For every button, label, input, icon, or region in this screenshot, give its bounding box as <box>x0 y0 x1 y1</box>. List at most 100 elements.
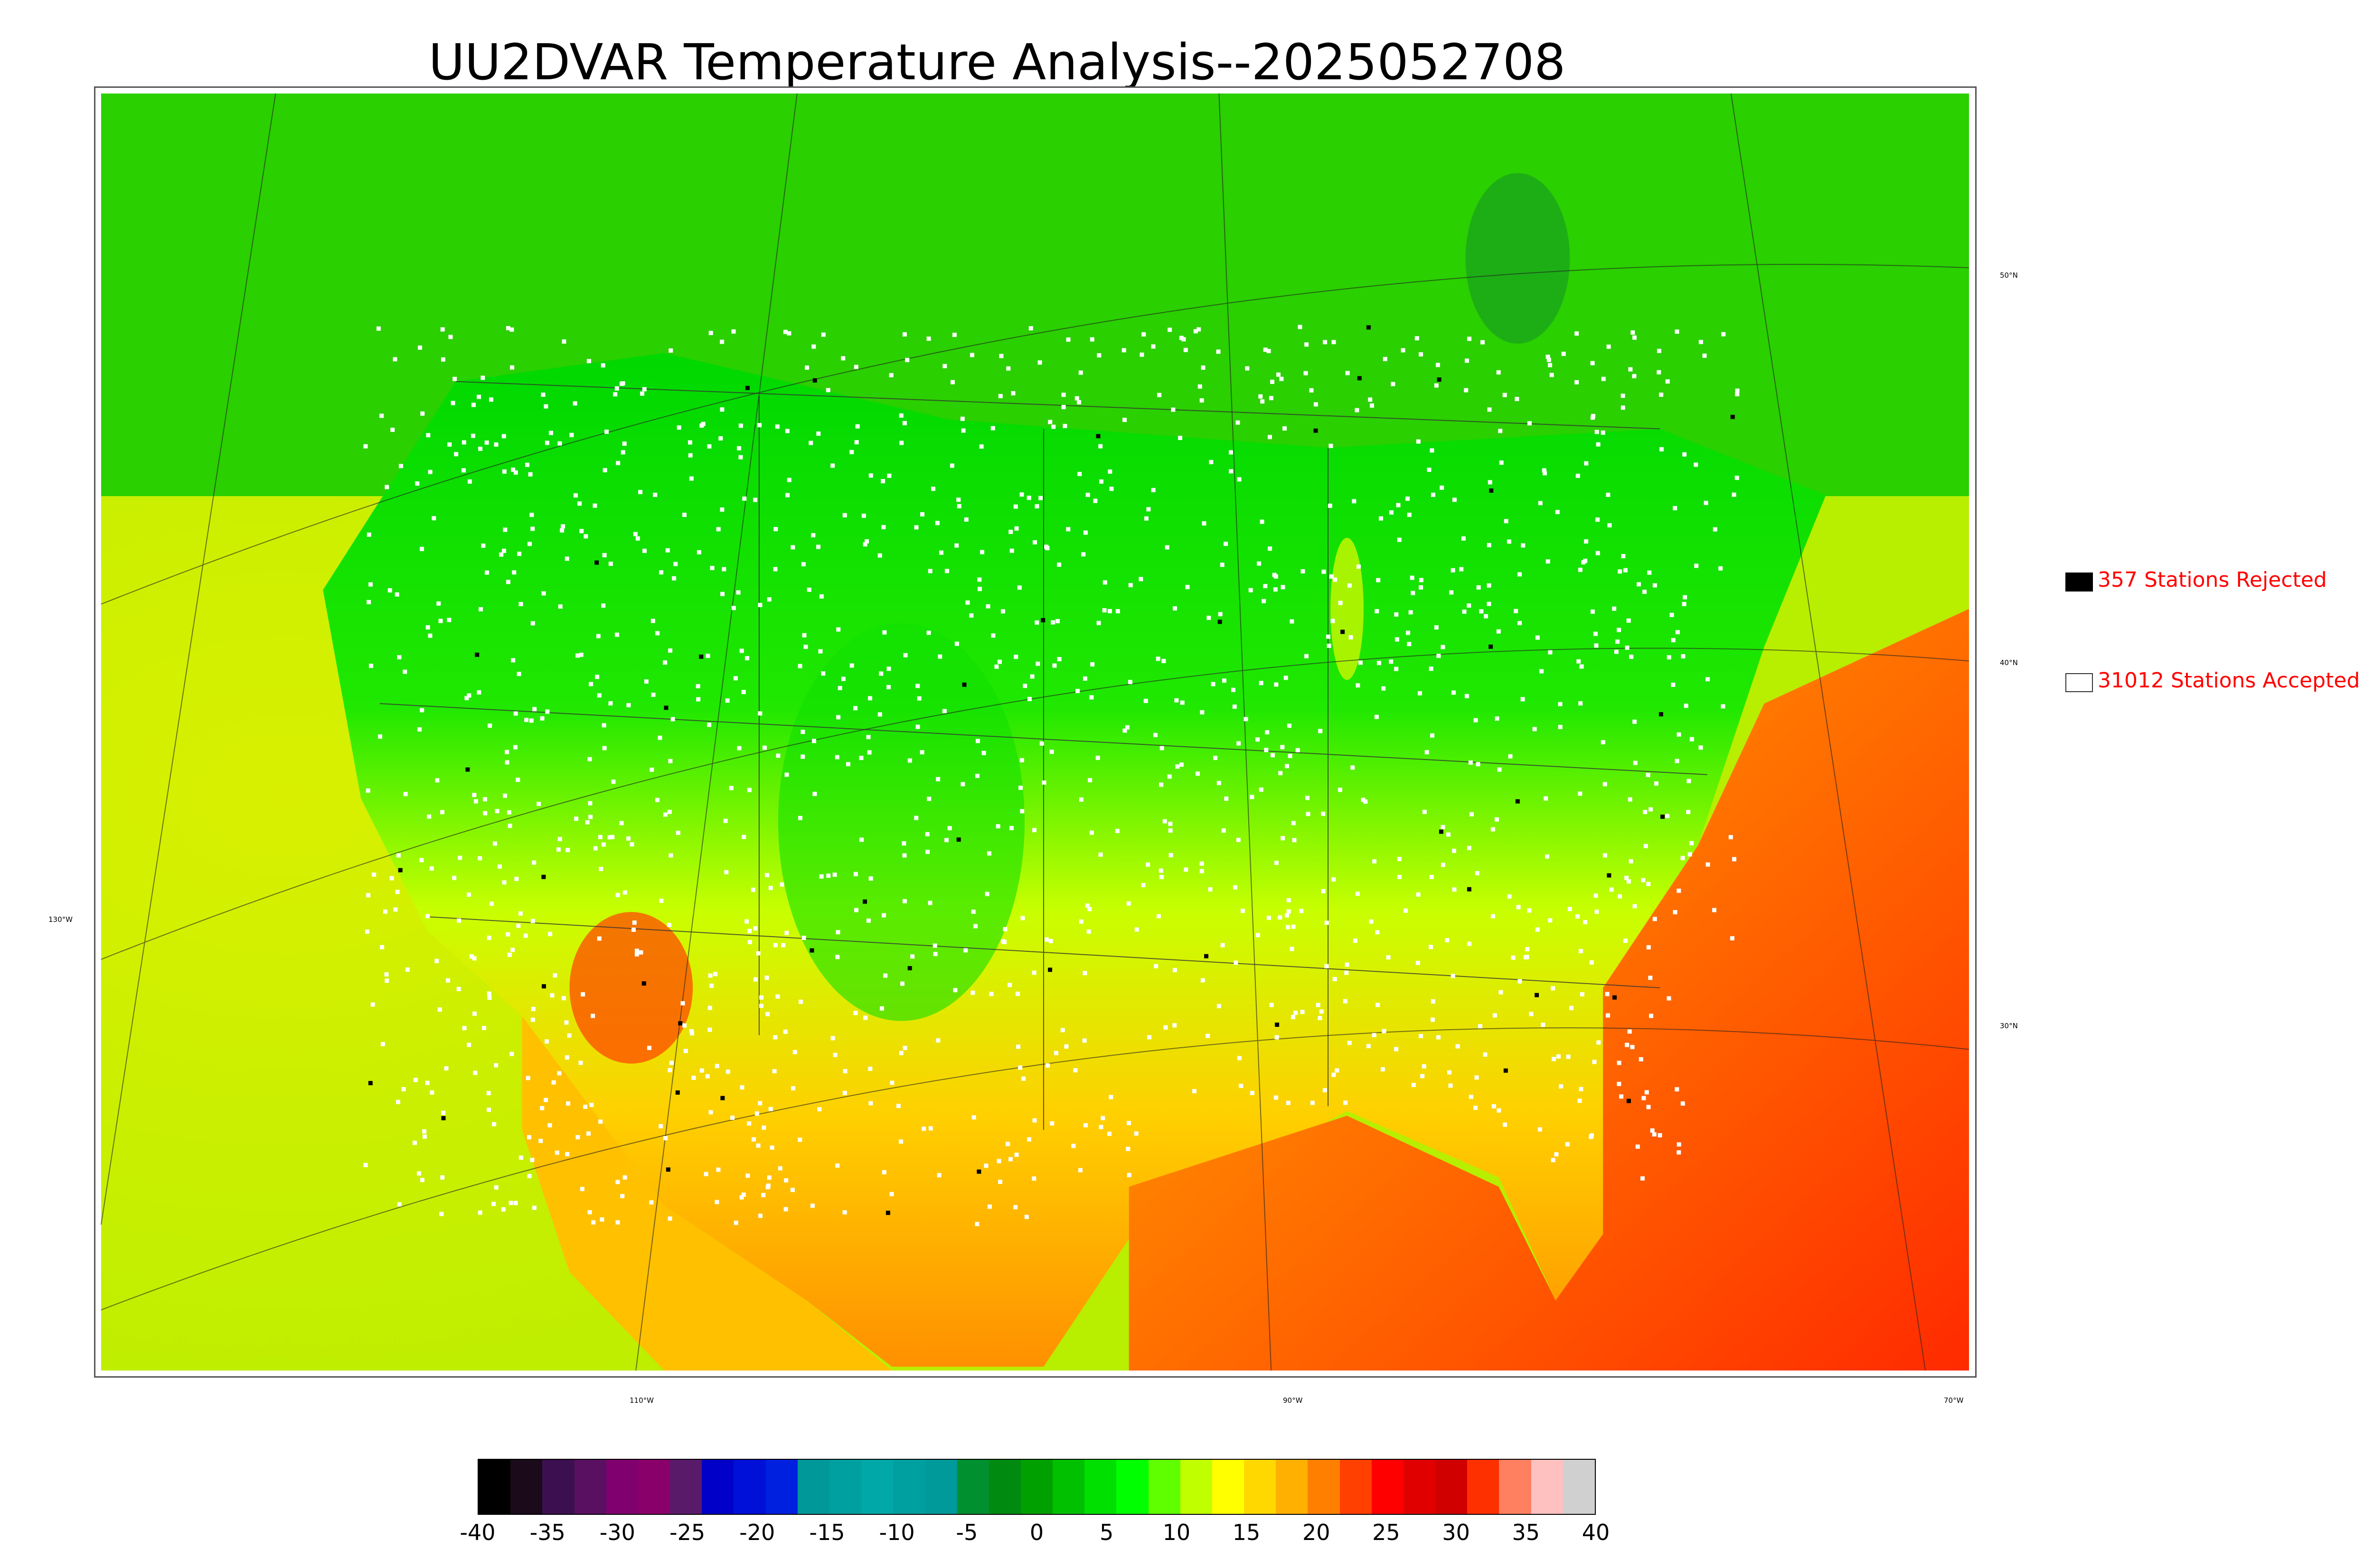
accepted-station-marker <box>1269 1003 1274 1007</box>
accepted-station-marker <box>720 407 725 412</box>
accepted-station-marker <box>1042 780 1046 785</box>
accepted-station-marker <box>1083 1123 1088 1127</box>
accepted-station-marker <box>1258 394 1263 399</box>
accepted-station-marker <box>489 397 493 402</box>
colorbar-segment <box>1244 1460 1277 1514</box>
accepted-station-marker <box>501 1207 506 1212</box>
accepted-station-marker <box>413 1078 418 1082</box>
accepted-station-marker <box>494 1185 499 1190</box>
accepted-station-marker <box>1434 625 1439 630</box>
accepted-station-marker <box>1675 630 1680 635</box>
accepted-station-marker <box>1032 828 1036 833</box>
accepted-station-marker <box>1321 889 1326 893</box>
accepted-station-marker <box>939 550 943 555</box>
accepted-station-marker <box>1085 903 1090 908</box>
accepted-station-marker <box>838 685 842 690</box>
accepted-station-marker <box>767 597 772 602</box>
accepted-station-marker <box>1347 1041 1352 1045</box>
accepted-station-marker <box>1667 655 1671 660</box>
accepted-station-marker <box>616 460 621 465</box>
accepted-station-marker <box>369 664 374 668</box>
accepted-station-marker <box>511 658 516 663</box>
accepted-station-marker <box>963 948 968 953</box>
accepted-station-marker <box>1345 371 1350 376</box>
accepted-station-marker <box>668 759 673 763</box>
accepted-station-marker <box>642 548 647 553</box>
accepted-station-marker <box>527 1174 532 1178</box>
accepted-station-marker <box>509 1201 513 1205</box>
colorbar-segment <box>1180 1460 1213 1514</box>
accepted-station-marker <box>462 440 466 445</box>
accepted-station-marker <box>1061 405 1066 410</box>
accepted-station-marker <box>1013 504 1018 509</box>
rejected-station-marker <box>368 1081 373 1086</box>
accepted-station-marker <box>1290 619 1294 624</box>
accepted-station-marker <box>785 429 790 433</box>
accepted-station-marker <box>1276 372 1281 377</box>
accepted-station-marker <box>1126 1146 1130 1151</box>
accepted-station-marker <box>1016 1044 1020 1049</box>
accepted-station-marker <box>573 493 578 498</box>
accepted-station-marker <box>1202 521 1206 526</box>
accepted-station-marker <box>1352 499 1357 504</box>
accepted-station-marker <box>423 1134 427 1139</box>
colorbar-segment <box>1371 1460 1404 1514</box>
accepted-station-marker <box>1545 854 1550 859</box>
accepted-station-marker <box>1713 527 1717 532</box>
accepted-station-marker <box>1363 799 1368 804</box>
accepted-station-marker <box>1641 1096 1646 1100</box>
accepted-station-marker <box>1650 1128 1655 1133</box>
accepted-station-marker <box>1683 595 1687 600</box>
mexico-region <box>522 1016 892 1371</box>
accepted-station-marker <box>477 690 481 695</box>
accepted-station-marker <box>1406 630 1411 635</box>
temperature-map[interactable] <box>94 86 1977 1378</box>
accepted-station-marker <box>1285 913 1289 918</box>
accepted-station-marker <box>1178 435 1183 440</box>
accepted-station-marker <box>512 570 517 575</box>
accepted-station-marker <box>752 1137 756 1142</box>
accepted-station-marker <box>1461 536 1466 541</box>
accepted-station-marker <box>472 956 477 961</box>
accepted-station-marker <box>1218 612 1223 617</box>
rejected-station-marker <box>1217 620 1222 624</box>
accepted-station-marker <box>488 723 492 728</box>
accepted-station-marker <box>1179 336 1184 340</box>
accepted-station-marker <box>561 996 566 1001</box>
accepted-station-marker <box>1233 885 1237 890</box>
accepted-station-marker <box>896 1104 901 1108</box>
accepted-station-marker <box>776 753 781 758</box>
accepted-station-marker <box>508 824 512 828</box>
accepted-station-marker <box>1507 539 1511 544</box>
accepted-station-marker <box>841 356 846 361</box>
accepted-station-marker <box>846 762 850 767</box>
accepted-station-marker <box>626 836 631 841</box>
rejected-station-marker <box>1626 1099 1631 1103</box>
accepted-station-marker <box>842 513 847 517</box>
accepted-station-marker <box>436 601 441 606</box>
accepted-station-marker <box>604 429 609 434</box>
accepted-station-marker <box>420 546 424 551</box>
accepted-station-marker <box>1569 1005 1574 1010</box>
accepted-station-marker <box>723 818 728 823</box>
accepted-station-marker <box>621 450 625 455</box>
accepted-station-marker <box>1107 1131 1112 1136</box>
accepted-station-marker <box>1089 695 1094 700</box>
accepted-station-marker <box>1344 970 1349 975</box>
accepted-station-marker <box>438 619 443 623</box>
accepted-station-marker <box>1416 892 1421 897</box>
accepted-station-marker <box>1172 1023 1177 1028</box>
accepted-station-marker <box>816 431 821 436</box>
accepted-station-marker <box>608 562 613 566</box>
accepted-station-marker <box>587 1210 592 1215</box>
accepted-station-marker <box>988 1204 992 1209</box>
accepted-station-marker <box>1605 992 1610 996</box>
accepted-station-marker <box>1357 564 1361 569</box>
accepted-station-marker <box>1434 383 1439 388</box>
accepted-station-marker <box>425 914 430 919</box>
accepted-station-marker <box>725 1070 730 1074</box>
accepted-station-marker <box>1032 970 1036 975</box>
accepted-station-marker <box>1051 424 1056 429</box>
accepted-station-marker <box>1156 914 1161 919</box>
accepted-station-marker <box>1529 1012 1534 1016</box>
